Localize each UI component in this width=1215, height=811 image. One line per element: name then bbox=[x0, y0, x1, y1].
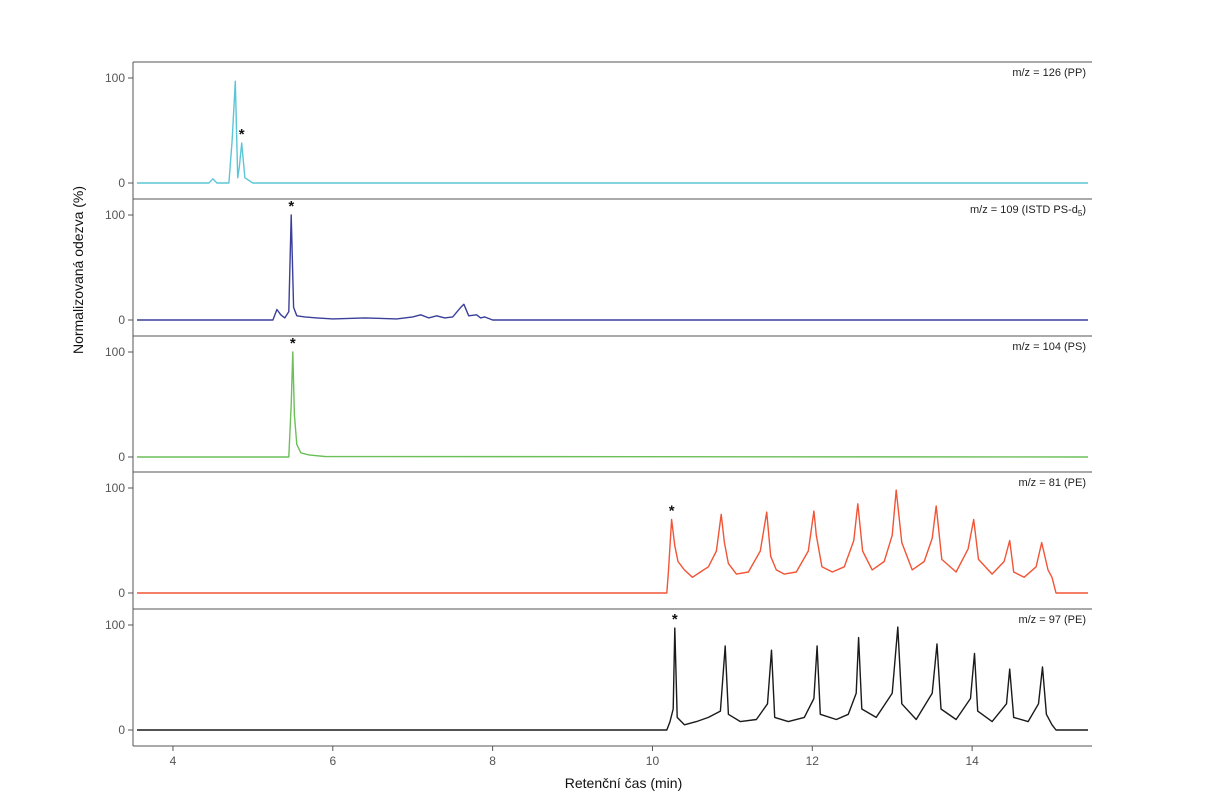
panel-label: m/z = 109 (ISTD PS-d5) bbox=[970, 204, 1086, 218]
series-line-4 bbox=[137, 489, 1088, 594]
peak-marker: * bbox=[290, 335, 296, 352]
series-line-2 bbox=[137, 214, 1088, 321]
y-tick-label: 0 bbox=[118, 586, 125, 600]
y-tick-label: 100 bbox=[105, 618, 125, 632]
panel-label: m/z = 81 (PE) bbox=[1018, 477, 1086, 489]
y-tick-label: 0 bbox=[118, 723, 125, 737]
x-tick-label: 8 bbox=[489, 754, 496, 768]
y-tick-label: 100 bbox=[105, 345, 125, 359]
peak-marker: * bbox=[669, 503, 675, 520]
peak-marker: * bbox=[672, 611, 678, 628]
series-line-1 bbox=[137, 80, 1088, 184]
x-tick-label: 14 bbox=[965, 754, 979, 768]
series-line-3 bbox=[137, 351, 1089, 458]
panel-label: m/z = 97 (PE) bbox=[1018, 614, 1086, 626]
x-axis-label: Retenční čas (min) bbox=[564, 775, 683, 791]
y-tick-label: 0 bbox=[118, 450, 125, 464]
panel-label: m/z = 104 (PS) bbox=[1012, 341, 1086, 353]
x-tick-label: 10 bbox=[646, 754, 660, 768]
x-tick-label: 4 bbox=[170, 754, 177, 768]
y-tick-label: 100 bbox=[105, 208, 125, 222]
peak-marker: * bbox=[288, 198, 294, 215]
y-tick-label: 0 bbox=[118, 176, 125, 190]
y-tick-label: 100 bbox=[105, 481, 125, 495]
series-line-5 bbox=[137, 626, 1088, 731]
y-axis-label: Normalizovaná odezva (%) bbox=[70, 185, 86, 355]
panel-label: m/z = 126 (PP) bbox=[1012, 67, 1086, 79]
x-tick-label: 12 bbox=[806, 754, 820, 768]
y-tick-label: 100 bbox=[105, 71, 125, 85]
peak-marker: * bbox=[239, 126, 245, 143]
y-tick-label: 0 bbox=[118, 313, 125, 327]
x-tick-label: 6 bbox=[329, 754, 336, 768]
